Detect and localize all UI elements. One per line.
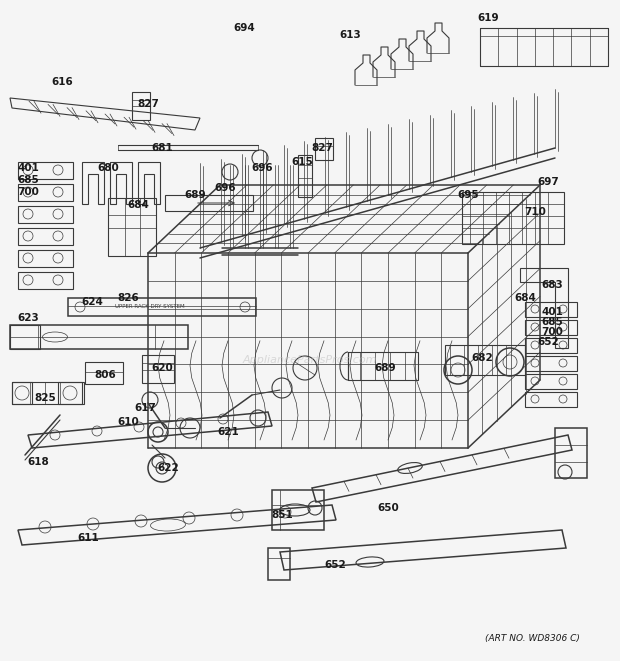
Text: 620: 620 (151, 363, 173, 373)
Text: 695: 695 (457, 190, 479, 200)
Text: 689: 689 (184, 190, 206, 200)
Bar (525, 338, 577, 353)
Text: 700: 700 (17, 187, 39, 197)
Text: 617: 617 (134, 403, 156, 413)
Text: 611: 611 (77, 533, 99, 543)
Text: 619: 619 (477, 13, 499, 23)
Bar (525, 356, 577, 371)
Bar (315, 138, 333, 160)
Bar (68, 298, 256, 316)
Bar (12, 382, 32, 404)
Text: 616: 616 (51, 77, 73, 87)
Text: 610: 610 (117, 417, 139, 427)
Text: 684: 684 (514, 293, 536, 303)
Text: 689: 689 (374, 363, 396, 373)
Bar (58, 382, 82, 404)
Text: 694: 694 (233, 23, 255, 33)
Bar (10, 325, 40, 349)
Bar (18, 250, 73, 267)
Bar (445, 345, 525, 375)
Text: AppliancePartsPros.com: AppliancePartsPros.com (243, 355, 377, 365)
Text: 683: 683 (541, 280, 563, 290)
Text: 696: 696 (251, 163, 273, 173)
Text: 622: 622 (157, 463, 179, 473)
Bar (18, 184, 73, 201)
Bar (142, 355, 174, 383)
Text: 623: 623 (17, 313, 39, 323)
Text: 851: 851 (271, 510, 293, 520)
Bar (525, 374, 577, 389)
Bar (298, 155, 312, 197)
Bar (525, 392, 577, 407)
Text: 827: 827 (137, 99, 159, 109)
Bar (348, 352, 418, 380)
Text: 696: 696 (214, 183, 236, 193)
Text: 652: 652 (537, 337, 559, 347)
Text: 621: 621 (217, 427, 239, 437)
Bar (165, 195, 253, 211)
Bar (525, 302, 577, 317)
Text: 401: 401 (17, 163, 39, 173)
Text: 680: 680 (97, 163, 119, 173)
Text: 827: 827 (311, 143, 333, 153)
Text: 697: 697 (537, 177, 559, 187)
Text: 682: 682 (471, 353, 493, 363)
Bar (85, 362, 123, 384)
Bar (108, 198, 156, 256)
Text: 825: 825 (34, 393, 56, 403)
Text: 681: 681 (151, 143, 173, 153)
Text: 826: 826 (117, 293, 139, 303)
Bar (18, 206, 73, 223)
Text: 615: 615 (291, 157, 313, 167)
Text: 650: 650 (377, 503, 399, 513)
Bar (272, 490, 324, 530)
Bar (555, 428, 587, 478)
Text: (ART NO. WD8306 C): (ART NO. WD8306 C) (485, 633, 580, 642)
Text: 618: 618 (27, 457, 49, 467)
Text: 700: 700 (541, 327, 563, 337)
Bar (18, 162, 73, 179)
Bar (462, 192, 564, 244)
Text: 806: 806 (94, 370, 116, 380)
Text: 613: 613 (339, 30, 361, 40)
Text: 685: 685 (541, 317, 563, 327)
Bar (18, 272, 73, 289)
Text: 624: 624 (81, 297, 103, 307)
Bar (132, 92, 150, 120)
Bar (18, 228, 73, 245)
Bar (10, 325, 188, 349)
Bar (268, 548, 290, 580)
Text: 685: 685 (17, 175, 39, 185)
Text: 684: 684 (127, 200, 149, 210)
Text: UPPER RACK DRY SYSTEM: UPPER RACK DRY SYSTEM (115, 305, 185, 309)
Bar (525, 320, 577, 335)
Text: 710: 710 (524, 207, 546, 217)
Bar (12, 382, 84, 404)
Text: 652: 652 (324, 560, 346, 570)
Text: 401: 401 (541, 307, 563, 317)
